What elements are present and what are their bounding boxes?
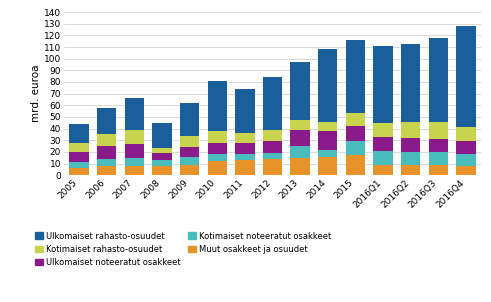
Bar: [401, 165, 420, 175]
Bar: [263, 141, 282, 153]
Bar: [125, 144, 144, 158]
Bar: [291, 62, 310, 120]
Bar: [429, 122, 448, 139]
Bar: [69, 162, 89, 168]
Bar: [180, 136, 199, 147]
Bar: [263, 153, 282, 159]
Bar: [180, 103, 199, 136]
Bar: [373, 151, 393, 165]
Bar: [152, 153, 172, 160]
Bar: [235, 160, 254, 175]
Bar: [263, 130, 282, 141]
Bar: [429, 139, 448, 152]
Bar: [401, 122, 420, 138]
Bar: [373, 165, 393, 175]
Bar: [97, 146, 116, 159]
Bar: [180, 156, 199, 165]
Bar: [235, 143, 254, 154]
Bar: [291, 120, 310, 130]
Bar: [208, 131, 227, 143]
Bar: [318, 149, 337, 156]
Bar: [97, 159, 116, 166]
Bar: [125, 158, 144, 166]
Bar: [318, 49, 337, 122]
Bar: [401, 152, 420, 165]
Bar: [125, 98, 144, 130]
Bar: [291, 146, 310, 158]
Bar: [180, 147, 199, 156]
Bar: [208, 81, 227, 131]
Bar: [97, 166, 116, 175]
Bar: [152, 160, 172, 166]
Bar: [346, 155, 365, 175]
Bar: [208, 154, 227, 161]
Bar: [97, 108, 116, 134]
Bar: [456, 141, 476, 154]
Bar: [69, 152, 89, 162]
Bar: [235, 133, 254, 143]
Bar: [291, 130, 310, 146]
Bar: [69, 168, 89, 175]
Bar: [152, 123, 172, 148]
Legend: Ulkomaiset rahasto-osuudet, Kotimaiset rahasto-osuudet, Ulkomaiset noteeratut os: Ulkomaiset rahasto-osuudet, Kotimaiset r…: [34, 232, 331, 267]
Bar: [152, 166, 172, 175]
Bar: [125, 166, 144, 175]
Bar: [208, 161, 227, 175]
Bar: [373, 46, 393, 123]
Bar: [263, 77, 282, 130]
Bar: [456, 166, 476, 175]
Bar: [429, 152, 448, 165]
Bar: [429, 38, 448, 122]
Bar: [235, 89, 254, 133]
Bar: [373, 123, 393, 137]
Bar: [346, 126, 365, 141]
Bar: [318, 156, 337, 175]
Bar: [429, 165, 448, 175]
Y-axis label: mrd. euroa: mrd. euroa: [31, 65, 41, 122]
Bar: [318, 131, 337, 149]
Bar: [291, 158, 310, 175]
Bar: [346, 141, 365, 155]
Bar: [346, 40, 365, 114]
Bar: [373, 137, 393, 151]
Bar: [125, 130, 144, 144]
Bar: [97, 134, 116, 146]
Bar: [69, 143, 89, 152]
Bar: [180, 165, 199, 175]
Bar: [208, 143, 227, 154]
Bar: [318, 122, 337, 131]
Bar: [401, 138, 420, 152]
Bar: [263, 159, 282, 175]
Bar: [346, 114, 365, 126]
Bar: [456, 26, 476, 127]
Bar: [152, 148, 172, 153]
Bar: [456, 154, 476, 166]
Bar: [456, 127, 476, 141]
Bar: [401, 43, 420, 122]
Bar: [235, 154, 254, 160]
Bar: [69, 124, 89, 143]
